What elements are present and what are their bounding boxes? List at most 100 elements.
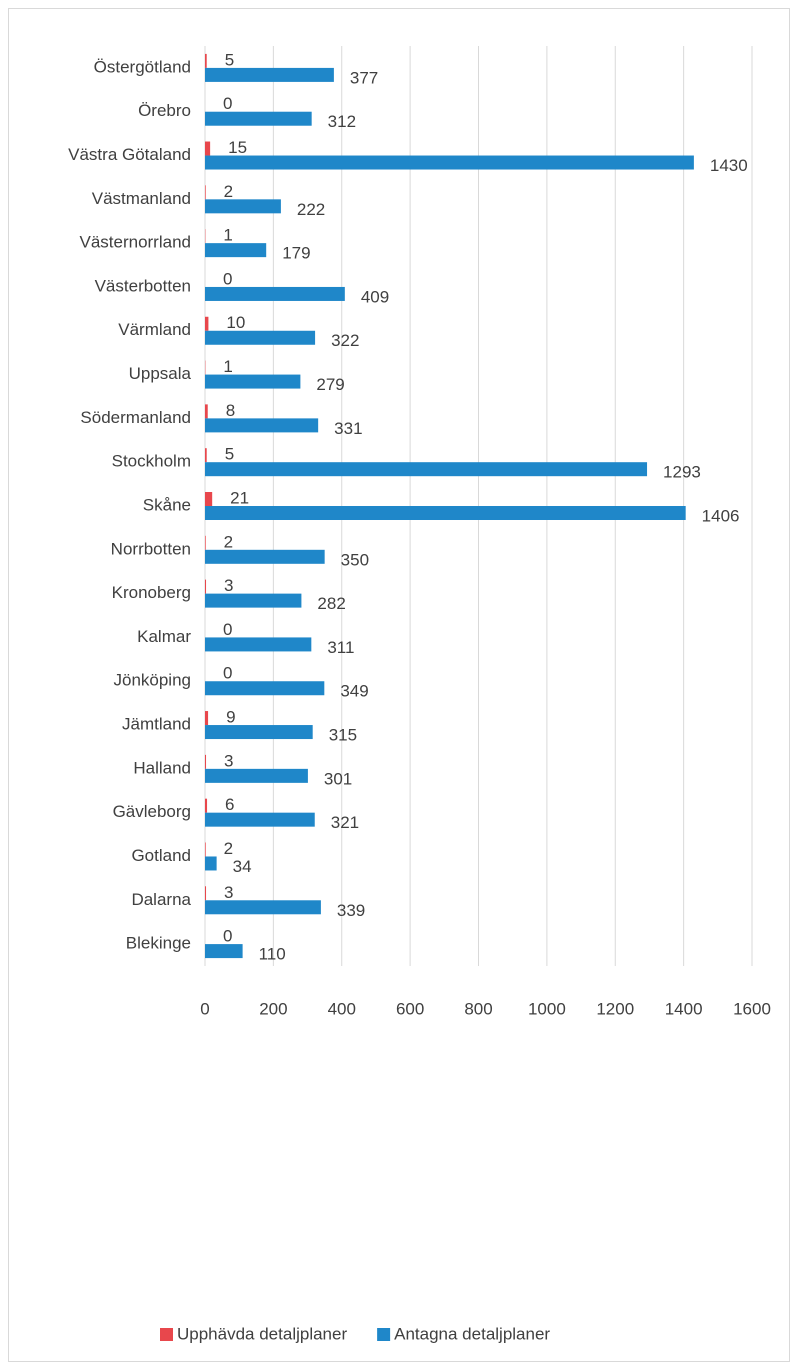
y-tick-label: Skåne [143,495,191,514]
bar [205,404,208,419]
data-label: 1 [223,226,232,245]
bar [205,53,207,68]
y-tick-label: Södermanland [80,408,191,427]
data-label: 0 [223,664,232,683]
data-label: 6 [225,795,234,814]
y-tick-label: Blekinge [126,934,191,953]
data-label: 2 [224,182,233,201]
data-label: 279 [316,375,344,394]
data-label: 222 [297,200,325,219]
y-tick-label: Jönköping [113,671,191,690]
legend-swatch [160,1328,173,1341]
x-tick-label: 600 [396,999,424,1018]
data-label: 301 [324,769,352,788]
data-label: 5 [225,445,234,464]
data-label: 9 [226,708,235,727]
bar [205,67,334,82]
bar [205,141,211,156]
legend-swatch [377,1328,391,1341]
bar [205,418,319,433]
bar [205,812,315,827]
bar [205,549,325,564]
y-tick-label: Dalarna [131,890,191,909]
data-label: 21 [230,488,249,507]
data-label: 1293 [663,463,701,482]
bar [205,492,213,506]
legend-label: Antagna detaljplaner [394,1324,550,1343]
bar [205,579,207,594]
data-label: 377 [350,68,378,87]
data-label: 0 [223,269,232,288]
bar [205,330,316,345]
data-label: 3 [224,576,233,595]
y-tick-label: Örebro [138,101,191,120]
bar [205,798,208,813]
data-label: 110 [259,945,286,964]
data-label: 331 [334,419,362,438]
x-tick-label: 1200 [596,999,634,1018]
bar [205,155,694,170]
data-label: 322 [331,331,359,350]
x-tick-label: 800 [464,999,492,1018]
data-label: 312 [328,112,356,131]
y-tick-label: Kalmar [137,627,191,646]
data-label: 0 [223,927,232,946]
bar [205,374,301,389]
data-label: 179 [282,244,310,263]
bar [205,286,345,301]
bar [205,754,207,769]
bar [205,944,243,959]
bar [205,199,281,214]
x-tick-label: 1400 [665,999,703,1018]
bar [205,900,321,915]
y-tick-label: Norrbotten [111,539,191,558]
bar [205,316,209,331]
bar [205,711,209,726]
data-label: 0 [223,620,232,639]
y-tick-label: Östergötland [94,57,191,76]
data-label: 15 [228,138,247,157]
bar [205,886,207,901]
data-label: 1406 [702,506,740,525]
y-tick-label: Stockholm [112,452,191,471]
y-tick-label: Jämtland [122,715,191,734]
y-tick-label: Västernorrland [79,233,191,252]
x-tick-label: 400 [328,999,356,1018]
data-label: 311 [327,638,354,657]
bar [205,768,308,783]
y-tick-label: Kronoberg [112,583,191,602]
data-label: 282 [317,594,345,613]
data-label: 1430 [710,156,748,175]
data-label: 1 [223,357,232,376]
data-label: 349 [340,682,368,701]
bar [205,842,206,857]
bar [205,725,313,740]
bar [205,243,267,258]
bar [205,111,312,126]
data-label: 2 [224,532,233,551]
y-tick-label: Västerbotten [95,276,191,295]
data-label: 2 [224,839,233,858]
data-label: 10 [226,313,245,332]
bar [205,462,648,477]
x-tick-label: 1000 [528,999,566,1018]
x-tick-label: 0 [200,999,209,1018]
data-label: 5 [225,50,234,69]
y-tick-label: Gotland [131,846,191,865]
data-label: 339 [337,901,365,920]
chart-border [8,8,790,1362]
data-label: 321 [331,813,359,832]
bar [205,535,206,550]
bar [205,506,686,520]
y-tick-label: Västmanland [92,189,191,208]
data-label: 0 [223,94,232,113]
bar [205,681,325,696]
y-tick-label: Gävleborg [113,802,191,821]
bar [205,185,206,200]
data-label: 34 [233,857,252,876]
x-tick-label: 1600 [733,999,771,1018]
data-label: 350 [341,550,369,569]
y-tick-label: Västra Götaland [68,145,191,164]
bar [205,637,312,652]
